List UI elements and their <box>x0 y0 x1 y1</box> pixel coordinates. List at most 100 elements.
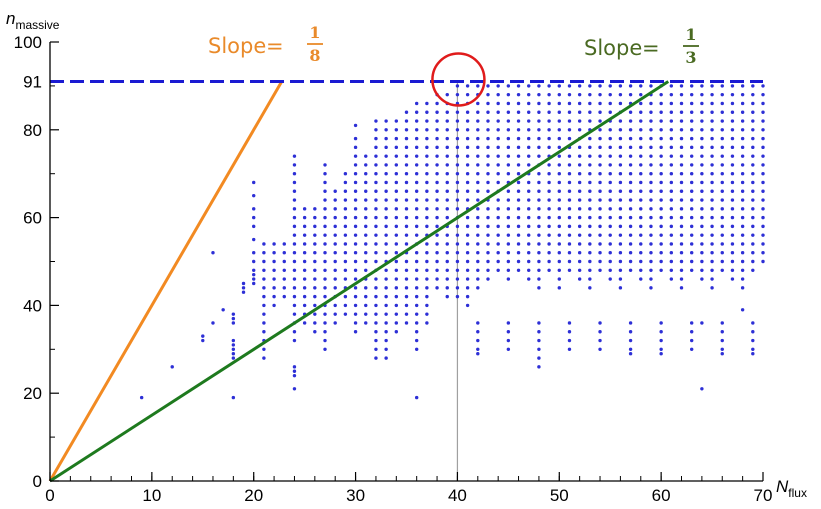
data-point <box>476 136 480 141</box>
data-point <box>313 233 317 237</box>
y-tick-label: 20 <box>23 384 42 403</box>
data-point <box>720 128 724 132</box>
data-point <box>527 251 531 255</box>
data-point <box>313 259 317 264</box>
data-point <box>374 251 378 255</box>
data-point <box>476 207 480 211</box>
data-point <box>394 163 399 167</box>
data-point <box>588 198 592 202</box>
data-point <box>740 180 745 185</box>
data-point <box>730 180 735 185</box>
data-point <box>486 163 490 167</box>
data-point <box>710 251 714 255</box>
data-point <box>628 128 633 132</box>
data-point <box>404 172 409 176</box>
data-point <box>567 92 572 97</box>
data-point <box>425 286 429 290</box>
data-point <box>690 110 694 114</box>
data-point <box>353 215 358 220</box>
data-point <box>404 268 409 272</box>
data-point <box>659 110 663 114</box>
data-point <box>669 180 674 185</box>
data-point <box>323 172 327 176</box>
data-point <box>577 92 582 97</box>
data-point <box>690 251 694 255</box>
data-point <box>527 215 531 220</box>
data-point <box>455 84 460 88</box>
data-point <box>679 207 684 211</box>
data-point <box>333 189 337 193</box>
data-point <box>353 233 358 237</box>
data-point <box>639 224 643 229</box>
data-point <box>262 251 266 255</box>
data-point <box>557 110 561 114</box>
data-point <box>292 180 297 185</box>
data-point <box>374 136 378 141</box>
data-point <box>292 277 297 281</box>
data-point <box>679 172 684 176</box>
data-point <box>323 189 327 193</box>
scatter-points <box>139 84 765 400</box>
data-point <box>374 321 378 325</box>
data-point <box>302 224 307 229</box>
data-point <box>414 259 419 264</box>
data-point <box>384 180 388 185</box>
data-point <box>292 189 297 193</box>
data-point <box>292 373 297 378</box>
data-point <box>700 251 704 255</box>
data-point <box>710 242 714 246</box>
data-point <box>252 224 256 229</box>
data-point <box>292 312 297 316</box>
data-point <box>537 101 541 106</box>
data-point <box>659 172 663 176</box>
data-point <box>394 136 399 141</box>
data-point <box>394 198 399 202</box>
data-point <box>292 294 297 299</box>
data-point <box>384 330 388 334</box>
data-point <box>313 321 317 325</box>
data-point <box>740 215 745 220</box>
data-point <box>353 154 358 158</box>
data-point <box>679 128 684 132</box>
data-point <box>751 172 755 176</box>
data-point <box>598 207 602 211</box>
data-point <box>302 303 307 308</box>
data-point <box>567 110 572 114</box>
data-point <box>292 251 297 255</box>
x-tick-label: 50 <box>550 486 569 505</box>
data-point <box>649 268 653 272</box>
data-point <box>414 294 419 299</box>
data-point <box>476 145 480 150</box>
data-point <box>710 233 714 237</box>
data-point <box>323 321 327 325</box>
data-point <box>628 268 633 272</box>
data-point <box>313 286 317 290</box>
data-point <box>659 268 663 272</box>
data-point <box>567 163 572 167</box>
data-point <box>628 351 633 356</box>
data-point <box>465 136 470 141</box>
data-point <box>414 251 419 255</box>
data-point <box>659 189 663 193</box>
data-point <box>404 110 409 114</box>
data-point <box>720 242 724 246</box>
data-point <box>659 119 663 123</box>
data-point <box>588 145 592 150</box>
data-point <box>700 154 704 158</box>
data-point <box>353 242 358 246</box>
data-point <box>537 154 541 158</box>
data-point <box>364 172 368 176</box>
data-point <box>730 145 735 150</box>
data-point <box>252 251 256 255</box>
data-point <box>364 321 368 325</box>
data-point <box>302 294 307 299</box>
data-point <box>700 84 704 88</box>
data-point <box>679 163 684 167</box>
data-point <box>588 277 592 281</box>
data-point <box>486 101 490 106</box>
data-point <box>455 92 460 97</box>
data-point <box>557 145 561 150</box>
data-point <box>404 303 409 308</box>
data-point <box>445 128 449 132</box>
data-point <box>557 119 561 123</box>
